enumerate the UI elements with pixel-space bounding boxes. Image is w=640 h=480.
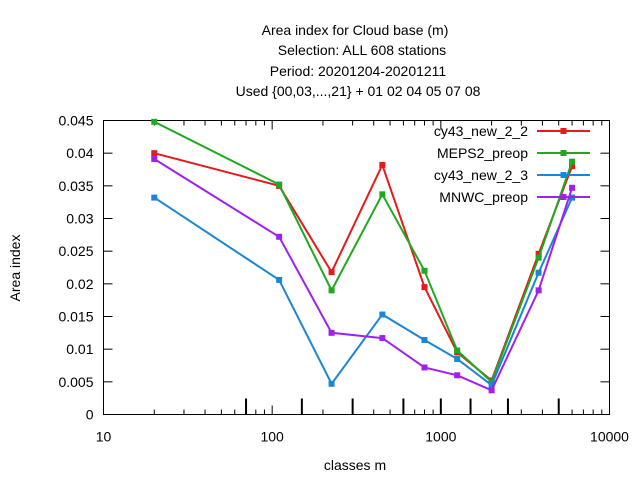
y-tick-label: 0.04	[66, 145, 93, 161]
legend-label: MNWC_preop	[439, 189, 528, 205]
y-axis-label: Area index	[7, 235, 23, 302]
data-point	[328, 269, 335, 276]
data-point	[379, 161, 386, 168]
legend-item: MEPS2_preop	[437, 145, 590, 161]
data-point	[535, 287, 542, 294]
data-point	[569, 163, 576, 170]
data-point	[276, 276, 283, 283]
data-point	[151, 150, 158, 157]
y-tick-label: 0.035	[58, 178, 93, 194]
y-axis: 0 0.005 0.01 0.015 0.02 0.025 0.03 0.035 0.04 0.0…	[58, 113, 610, 423]
x-tick-label: 100	[260, 429, 284, 445]
y-tick-label: 0.03	[66, 211, 93, 227]
y-tick-label: 0.045	[58, 113, 93, 129]
data-point	[535, 254, 542, 261]
legend-item: cy43_new_2_3	[434, 167, 590, 183]
data-point	[379, 335, 386, 342]
data-point	[569, 184, 576, 191]
data-point	[488, 387, 495, 394]
y-tick-label: 0.005	[58, 374, 93, 390]
data-point	[328, 329, 335, 336]
class-boundary-markers	[245, 398, 560, 415]
data-point	[488, 378, 495, 385]
y-tick-label: 0.02	[66, 276, 93, 292]
series-mnwc-preop	[151, 156, 576, 394]
data-point	[421, 267, 428, 274]
data-point	[454, 347, 461, 354]
y-tick-label: 0.015	[58, 309, 93, 325]
data-point	[535, 269, 542, 276]
data-point	[421, 337, 428, 344]
x-tick-label: 10000	[590, 429, 629, 445]
data-point	[454, 355, 461, 362]
legend-item: MNWC_preop	[439, 189, 590, 205]
x-tick-label: 1000	[425, 429, 456, 445]
title-line-2: Selection: ALL 608 stations	[278, 42, 446, 58]
legend-item: cy43_new_2_2	[434, 123, 590, 139]
legend-label: cy43_new_2_2	[434, 123, 528, 139]
y-tick-label: 0	[86, 407, 94, 423]
y-tick-label: 0.025	[58, 243, 93, 259]
plot-area-frame	[103, 120, 610, 415]
data-point	[454, 372, 461, 379]
series-meps2-preop	[151, 118, 576, 385]
data-point	[488, 382, 495, 389]
legend: cy43_new_2_2 MEPS2_preop cy43_new_2_3 MNWC_…	[434, 123, 590, 205]
x-axis-label: classes m	[324, 457, 386, 473]
legend-swatch-marker	[560, 194, 567, 200]
data-point	[535, 250, 542, 257]
data-point	[151, 118, 158, 125]
series-line	[153, 196, 574, 387]
data-point	[328, 380, 335, 387]
y-tick-label: 0.01	[66, 341, 93, 357]
title-line-3: Period: 20201204-20201211	[270, 63, 447, 79]
data-point	[328, 287, 335, 294]
data-point	[421, 364, 428, 371]
legend-label: MEPS2_preop	[437, 145, 528, 161]
data-point	[379, 191, 386, 198]
legend-swatch-marker	[560, 128, 567, 134]
title-line-4: Used {00,03,...,21} + 01 02 04 05 07 08	[236, 83, 481, 99]
title-line-1: Area index for Cloud base (m)	[262, 22, 449, 38]
x-tick-label: 10	[96, 429, 112, 445]
series-cy43-new-2-3	[151, 194, 576, 389]
chart-title: Area index for Cloud base (m) Selection:…	[236, 22, 481, 99]
data-point	[151, 194, 158, 201]
data-point	[569, 158, 576, 165]
legend-swatch-marker	[560, 172, 567, 178]
data-point	[276, 181, 283, 188]
legend-label: cy43_new_2_3	[434, 167, 528, 183]
x-axis: 10 100 1000 10000	[96, 120, 629, 445]
data-point	[151, 156, 158, 163]
data-point	[379, 311, 386, 318]
data-point	[276, 233, 283, 240]
legend-swatch-marker	[560, 150, 567, 156]
series-line	[154, 152, 574, 383]
data-point	[421, 284, 428, 291]
series-layer	[151, 118, 576, 394]
